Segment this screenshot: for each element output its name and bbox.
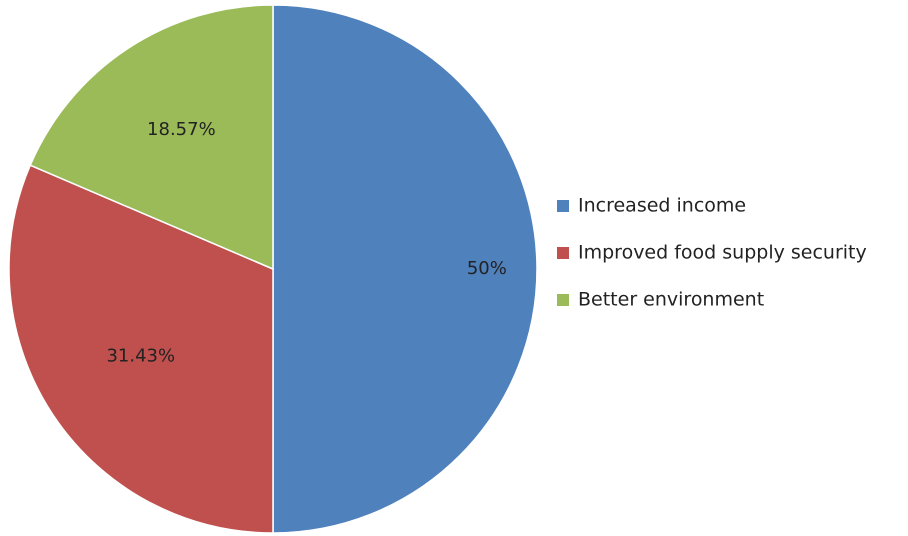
- legend-label-improved-food-supply-security: Improved food supply security: [578, 242, 867, 264]
- pie-slices: [8, 4, 538, 534]
- legend-swatch-better-environment: [557, 294, 569, 306]
- data-label-increased-income: 50%: [467, 258, 507, 279]
- legend: Increased income Improved food supply sec…: [557, 195, 867, 311]
- legend-label-better-environment: Better environment: [578, 289, 764, 311]
- data-label-improved-food-supply-security: 31.43%: [106, 345, 175, 366]
- pie-data-labels: 50% 31.43% 18.57%: [106, 119, 506, 366]
- legend-label-increased-income: Increased income: [578, 195, 746, 217]
- pie-slice-better-environment: [29, 4, 274, 271]
- pie-slice-improved-food-supply-security: [8, 164, 274, 534]
- legend-swatch-increased-income: [557, 200, 569, 212]
- pie-slice-increased-income: [272, 4, 538, 534]
- data-label-better-environment: 18.57%: [147, 119, 216, 140]
- legend-swatch-improved-food-supply-security: [557, 247, 569, 259]
